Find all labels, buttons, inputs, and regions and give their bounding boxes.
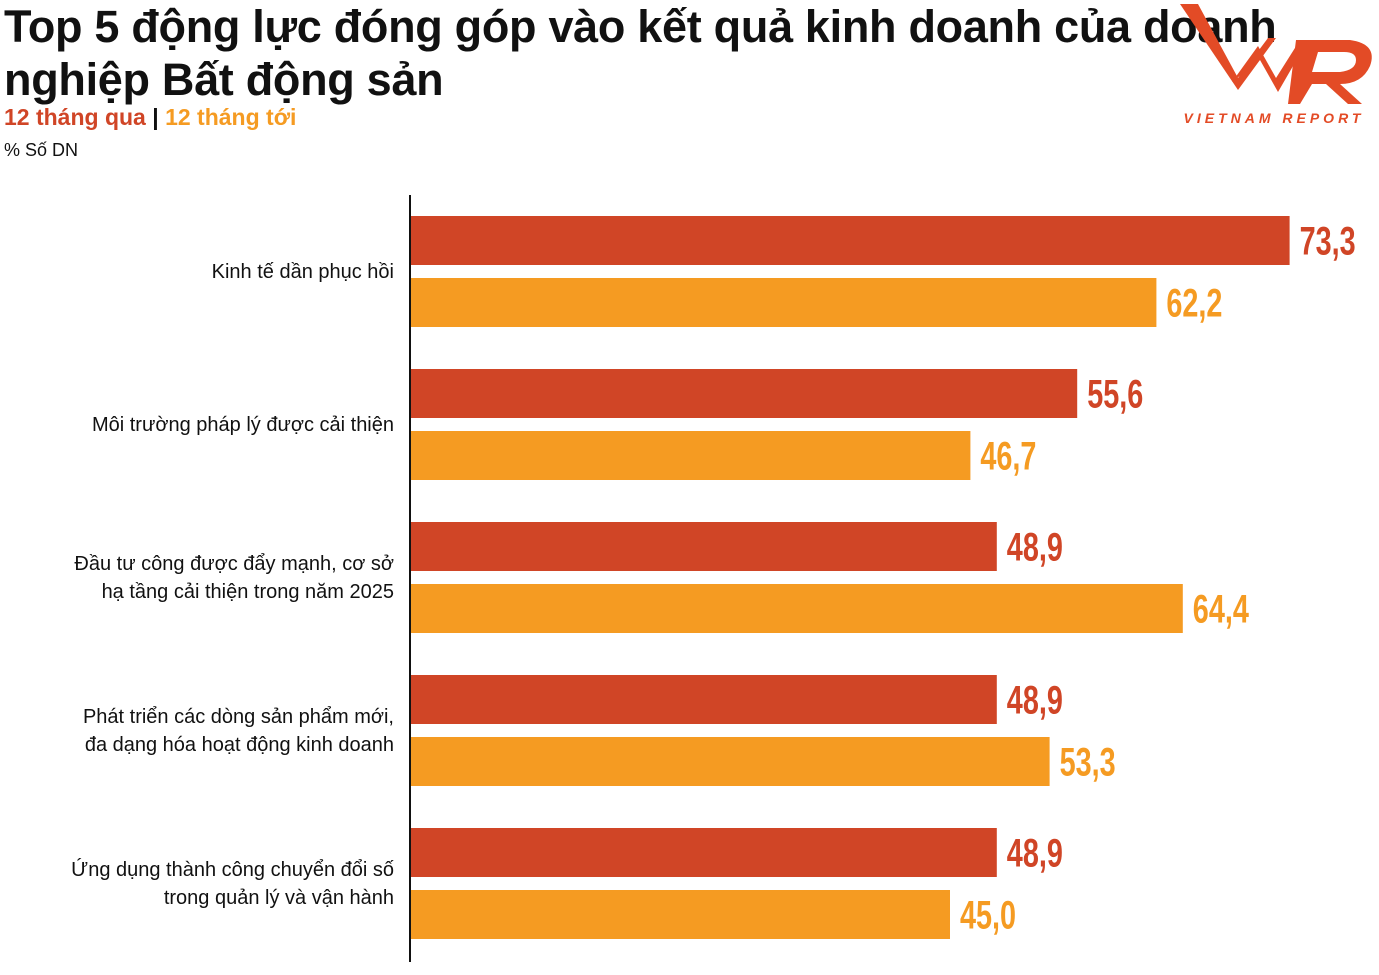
bar-series-2	[411, 737, 1050, 786]
bar-series-2	[411, 278, 1157, 327]
category-label: Kinh tế dần phục hồi	[212, 261, 394, 283]
category-label: Môi trường pháp lý được cải thiện	[92, 414, 394, 436]
category-label: Ứng dụng thành công chuyển đổi số	[71, 858, 394, 881]
bar-series-1	[411, 675, 997, 724]
chart-title: Top 5 động lực đóng góp vào kết quả kinh…	[4, 1, 1277, 105]
category-label: Đầu tư công được đẩy mạnh, cơ sở	[74, 553, 394, 575]
vnr-logo: VIETNAM REPORT	[1180, 4, 1372, 126]
legend: 12 tháng qua | 12 tháng tới	[4, 104, 296, 131]
category-label: đa dạng hóa hoạt động kinh doanh	[85, 734, 394, 756]
data-label: 48,9	[1007, 525, 1063, 570]
data-label: 62,2	[1166, 281, 1222, 326]
category-label: trong quản lý và vận hành	[164, 887, 394, 909]
bar-series-1	[411, 828, 997, 877]
data-label: 45,0	[960, 893, 1016, 938]
data-label: 53,3	[1060, 740, 1116, 785]
bar-series-2	[411, 890, 950, 939]
legend-separator: |	[152, 104, 159, 130]
unit-label: % Số DN	[4, 140, 79, 160]
data-label: 73,3	[1300, 219, 1356, 264]
data-label: 48,9	[1007, 678, 1063, 723]
data-label: 55,6	[1087, 372, 1143, 417]
data-label: 48,9	[1007, 831, 1063, 876]
bar-series-1	[411, 216, 1290, 265]
bar-series-2	[411, 431, 971, 480]
data-label: 64,4	[1193, 587, 1250, 632]
bar-series-1	[411, 522, 997, 571]
bar-series-2	[411, 584, 1183, 633]
legend-series-1: 12 tháng qua	[4, 104, 146, 130]
logo-v-mark	[1180, 4, 1276, 90]
logo-text: VIETNAM REPORT	[1184, 110, 1365, 126]
logo-r-mark	[1288, 40, 1372, 104]
category-label: hạ tầng cải thiện trong năm 2025	[102, 581, 394, 603]
bar-series-1	[411, 369, 1078, 418]
category-label: Phát triển các dòng sản phẩm mới,	[83, 706, 394, 728]
data-label: 46,7	[980, 434, 1036, 479]
legend-series-2: 12 tháng tới	[165, 104, 297, 130]
